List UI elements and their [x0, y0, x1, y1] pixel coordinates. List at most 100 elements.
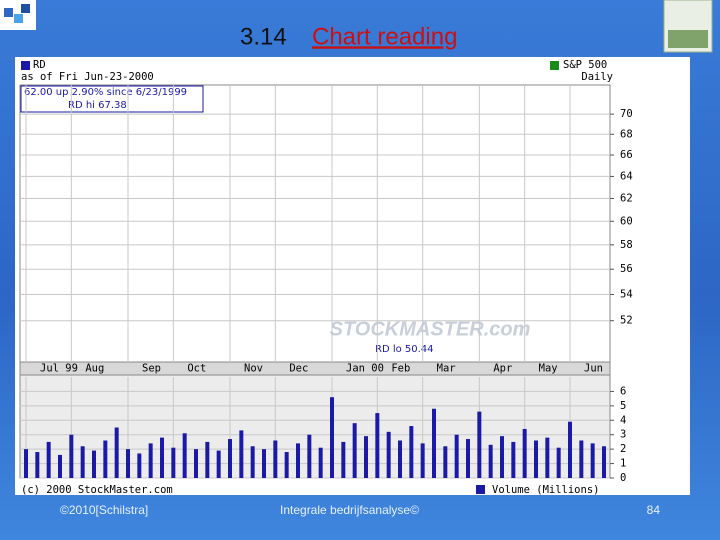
volume-bar — [364, 436, 368, 478]
volume-bar — [579, 440, 584, 478]
y-tick-label: 52 — [620, 315, 633, 327]
x-tick-label: Feb — [391, 363, 410, 375]
volume-bar — [568, 421, 572, 478]
volume-bar — [24, 449, 28, 478]
logo-square — [4, 8, 13, 17]
x-tick-label: Jan 00 — [346, 363, 384, 375]
date-strip — [19, 361, 611, 376]
annotation: RD hi 67.38 — [68, 100, 127, 111]
y-tick-label: 54 — [620, 288, 633, 300]
y-tick-label: 2 — [620, 443, 626, 455]
volume-bar — [137, 453, 142, 478]
volume-bar — [148, 443, 153, 478]
volume-bar — [590, 443, 595, 478]
page-number: 84 — [647, 503, 661, 517]
y-tick-label: 62 — [620, 192, 633, 204]
x-tick-label: Mar — [437, 363, 456, 375]
volume-bar — [35, 452, 40, 478]
volume-bar — [92, 450, 96, 478]
y-tick-label: 68 — [620, 128, 633, 140]
volume-bar — [602, 446, 606, 478]
volume-bar — [250, 446, 255, 478]
price-plot-area — [19, 84, 611, 363]
volume-bar — [534, 440, 538, 478]
legend-swatch — [476, 485, 485, 494]
volume-bar — [466, 439, 470, 478]
volume-bar — [545, 437, 550, 478]
legend-swatch — [21, 61, 30, 70]
x-tick-label: Nov — [244, 363, 263, 375]
y-tick-label: 1 — [620, 458, 626, 470]
x-tick-label: Dec — [289, 363, 308, 375]
x-tick-label: Apr — [493, 363, 512, 375]
legend-swatch — [550, 61, 559, 70]
y-tick-label: 58 — [620, 239, 633, 251]
legend-label: RD — [33, 59, 46, 71]
volume-bar — [432, 408, 436, 478]
x-tick-label: Jul 99 — [40, 363, 78, 375]
volume-bar — [420, 443, 425, 478]
y-tick-label: 70 — [620, 108, 633, 120]
volume-bar — [284, 452, 289, 478]
volume-bar — [386, 431, 391, 478]
x-tick-label: Sep — [142, 363, 161, 375]
volume-bar — [341, 441, 346, 478]
volume-bar — [239, 430, 244, 478]
volume-bar — [488, 444, 493, 478]
volume-bar — [522, 428, 527, 478]
volume-bar — [318, 447, 323, 478]
volume-bar — [216, 450, 221, 478]
volume-bar — [330, 397, 334, 478]
annotation: 62.00 up 2.90% since 6/23/1999 — [24, 87, 187, 98]
watermark: STOCKMASTER.com — [330, 318, 531, 340]
volume-bar — [46, 441, 51, 478]
y-tick-label: 5 — [620, 400, 626, 412]
volume-bar — [80, 446, 85, 478]
volume-bar — [114, 427, 119, 478]
volume-bar — [409, 426, 414, 478]
x-tick-label: May — [539, 363, 558, 375]
volume-bar — [273, 440, 278, 478]
y-tick-label: 66 — [620, 149, 633, 161]
volume-bar — [103, 440, 108, 478]
slide-title-link[interactable]: Chart reading — [312, 23, 457, 50]
volume-bar — [182, 433, 187, 478]
annotation-box — [20, 85, 204, 113]
volume-bar — [262, 449, 266, 478]
volume-bar — [194, 449, 198, 478]
annotation: RD lo 50.44 — [375, 344, 434, 355]
period-label: Daily — [581, 71, 613, 83]
volume-bar — [58, 454, 62, 478]
y-tick-label: 6 — [620, 385, 626, 397]
volume-bar — [171, 447, 176, 478]
footer-center: Integrale bedrijfsanalyse© — [280, 503, 419, 517]
volume-bar — [477, 411, 482, 478]
y-tick-label: 3 — [620, 429, 626, 441]
volume-bar — [69, 434, 74, 478]
y-tick-label: 64 — [620, 170, 633, 182]
volume-bar — [205, 441, 210, 478]
y-tick-label: 0 — [620, 472, 626, 484]
x-tick-label: Aug — [85, 363, 104, 375]
x-tick-label: Oct — [187, 363, 206, 375]
source: (c) 2000 StockMaster.com — [21, 484, 173, 496]
y-tick-label: 4 — [620, 414, 626, 426]
volume-bar — [398, 440, 402, 478]
volume-bar — [375, 413, 380, 478]
logo-square — [21, 4, 30, 13]
legend-label: S&P 500 — [563, 59, 607, 71]
volume-bar — [443, 446, 448, 478]
volume-bar — [500, 436, 504, 478]
volume-bar — [307, 434, 312, 478]
volume-bar — [511, 441, 516, 478]
volume-bar — [352, 423, 357, 478]
volume-bar — [454, 434, 459, 478]
as-of-date: as of Fri Jun-23-2000 — [21, 71, 154, 83]
y-tick-label: 60 — [620, 215, 633, 227]
volume-plot-area — [19, 374, 611, 479]
volume-bar — [556, 447, 561, 478]
logo-square — [14, 14, 23, 23]
y-tick-label: 56 — [620, 263, 633, 275]
